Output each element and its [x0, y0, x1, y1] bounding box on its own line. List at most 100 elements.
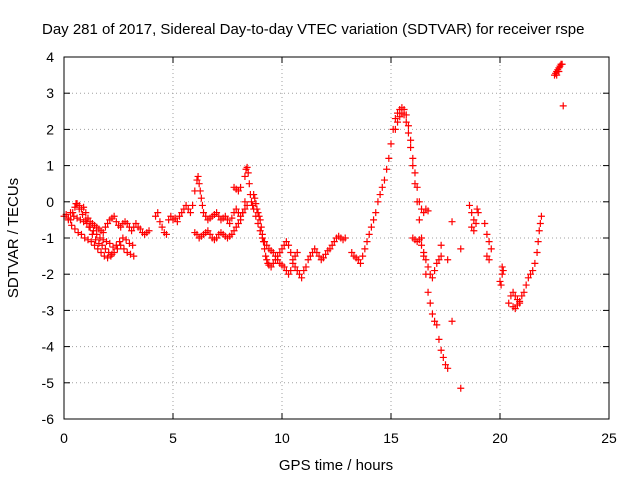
data-point: [72, 200, 80, 208]
x-tick-labels: 0 5 10 15 20 25: [60, 430, 617, 446]
data-point: [374, 198, 382, 206]
data-point: [505, 299, 513, 307]
data-point: [200, 209, 208, 217]
data-point: [250, 205, 258, 213]
data-point: [119, 234, 127, 242]
y-tick-label: -1: [42, 230, 55, 246]
data-point: [162, 230, 170, 238]
data-point: [520, 288, 528, 296]
data-point: [129, 241, 137, 249]
data-point: [402, 118, 410, 126]
data-point: [221, 212, 229, 220]
data-point: [354, 256, 362, 264]
x-tick-label: 10: [274, 430, 290, 446]
data-point: [95, 239, 103, 247]
data-point: [511, 305, 519, 313]
data-point: [413, 183, 421, 191]
x-tick-label: 0: [60, 430, 68, 446]
plot-frame: [63, 56, 610, 420]
data-point: [278, 245, 286, 253]
data-point: [152, 212, 160, 220]
data-point: [126, 250, 134, 258]
data-point: [372, 209, 380, 217]
data-point: [420, 248, 428, 256]
x-tick-label: 20: [492, 430, 508, 446]
data-point: [97, 248, 105, 256]
data-point: [130, 252, 138, 260]
data-point: [516, 297, 524, 305]
data-point: [391, 115, 399, 123]
y-tick-label: 4: [46, 49, 54, 65]
data-point: [413, 198, 421, 206]
data-point: [533, 248, 541, 256]
data-point: [291, 263, 299, 271]
data-point: [117, 223, 125, 231]
data-point: [112, 241, 120, 249]
data-point: [195, 180, 203, 188]
data-point: [498, 270, 506, 278]
data-point: [198, 201, 206, 209]
data-point: [258, 234, 266, 242]
data-point: [304, 256, 312, 264]
data-point: [313, 248, 321, 256]
x-tick-label: 15: [383, 430, 399, 446]
data-point: [77, 230, 85, 238]
data-point: [167, 212, 175, 220]
data-point: [298, 274, 306, 282]
data-point: [394, 118, 402, 126]
data-point: [293, 248, 301, 256]
data-point: [420, 209, 428, 217]
data-point: [132, 220, 140, 228]
data-point: [428, 310, 436, 318]
data-point: [483, 230, 491, 238]
data-point: [448, 218, 456, 226]
data-point: [499, 267, 507, 275]
data-point: [196, 187, 204, 195]
data-point: [228, 230, 236, 238]
data-point: [437, 252, 445, 260]
y-tick-label: 1: [46, 158, 54, 174]
data-point: [267, 263, 275, 271]
data-point: [431, 317, 439, 325]
data-point: [108, 250, 116, 258]
data-point: [524, 274, 532, 282]
data-point: [433, 321, 441, 329]
data-point: [82, 216, 90, 224]
data-point: [287, 267, 295, 275]
data-point: [383, 165, 391, 173]
data-point: [522, 281, 530, 289]
data-point: [173, 218, 181, 226]
data-point: [252, 200, 260, 208]
data-point: [433, 259, 441, 267]
data-point: [243, 163, 251, 171]
data-point: [276, 248, 284, 256]
data-point: [437, 241, 445, 249]
data-point: [182, 201, 190, 209]
data-point: [156, 218, 164, 226]
data-point: [184, 205, 192, 213]
data-point: [555, 67, 563, 75]
data-point: [293, 267, 301, 275]
data-point: [367, 223, 375, 231]
data-point: [202, 212, 210, 220]
data-point: [244, 169, 252, 177]
data-point: [513, 301, 521, 309]
data-point: [269, 248, 277, 256]
data-point: [391, 125, 399, 133]
data-point: [186, 209, 194, 217]
data-point: [215, 212, 223, 220]
data-point: [261, 238, 269, 246]
data-point: [558, 60, 566, 68]
data-point: [241, 198, 249, 206]
data-point: [224, 216, 231, 224]
data-point: [79, 210, 87, 218]
y-axis-label: SDTVAR / TECUs: [5, 178, 22, 298]
data-point: [409, 162, 417, 170]
y-tick-label: 0: [46, 194, 54, 210]
data-point: [302, 263, 310, 271]
data-point: [472, 220, 480, 228]
data-point: [252, 212, 260, 220]
y-tick-label: -5: [42, 375, 55, 391]
data-point: [422, 256, 430, 264]
data-point: [91, 241, 99, 249]
